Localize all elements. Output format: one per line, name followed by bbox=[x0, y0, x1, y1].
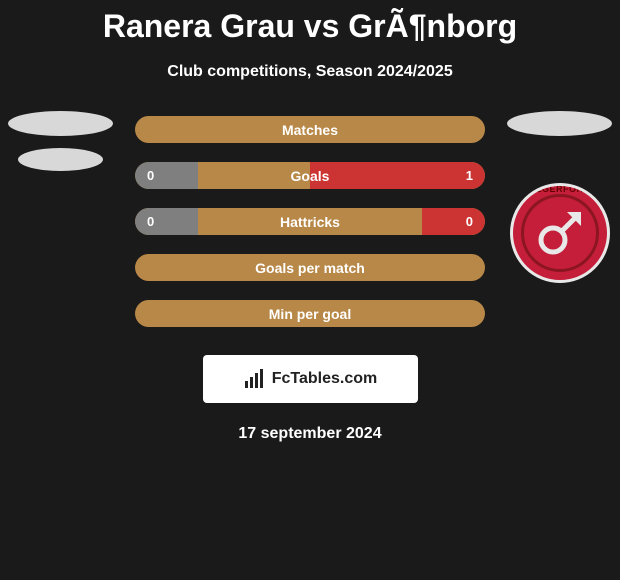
brand-text: FcTables.com bbox=[272, 370, 378, 388]
team-badge-icon: EGERFOR bbox=[510, 183, 610, 283]
stat-row: 0 Hattricks 0 bbox=[135, 208, 485, 235]
brand-badge[interactable]: FcTables.com bbox=[203, 355, 418, 403]
stat-row: Min per goal bbox=[135, 300, 485, 327]
player-shadow-icon bbox=[8, 111, 113, 136]
player-shadow-icon bbox=[507, 111, 612, 136]
stat-label: Matches bbox=[282, 122, 338, 138]
stat-fill-right bbox=[310, 162, 485, 189]
date-label: 17 september 2024 bbox=[0, 425, 620, 443]
team-left-avatar bbox=[8, 111, 113, 171]
stat-row: 0 Goals 1 bbox=[135, 162, 485, 189]
stat-value-right: 0 bbox=[466, 214, 473, 229]
comparison-content: EGERFOR Matches 0 Goals 1 0 Hattricks 0 Goals p… bbox=[0, 116, 620, 443]
stat-row: Goals per match bbox=[135, 254, 485, 281]
badge-label: EGERFOR bbox=[535, 184, 583, 194]
stat-fill-left bbox=[135, 162, 198, 189]
subtitle: Club competitions, Season 2024/2025 bbox=[0, 63, 620, 81]
stat-fill-right bbox=[422, 208, 485, 235]
stat-label: Goals per match bbox=[255, 260, 365, 276]
team-shadow-icon bbox=[18, 148, 103, 171]
stat-fill-left bbox=[135, 208, 198, 235]
stat-value-left: 0 bbox=[147, 168, 154, 183]
stat-label: Hattricks bbox=[280, 214, 340, 230]
stat-label: Goals bbox=[291, 168, 330, 184]
team-right-avatar: EGERFOR bbox=[507, 111, 612, 283]
chart-icon bbox=[243, 367, 267, 391]
stat-label: Min per goal bbox=[269, 306, 351, 322]
stats-list: Matches 0 Goals 1 0 Hattricks 0 Goals per match… bbox=[135, 116, 485, 327]
stat-value-right: 1 bbox=[466, 168, 473, 183]
page-title: Ranera Grau vs GrÃ¶nborg bbox=[0, 0, 620, 45]
stat-row: Matches bbox=[135, 116, 485, 143]
stat-value-left: 0 bbox=[147, 214, 154, 229]
